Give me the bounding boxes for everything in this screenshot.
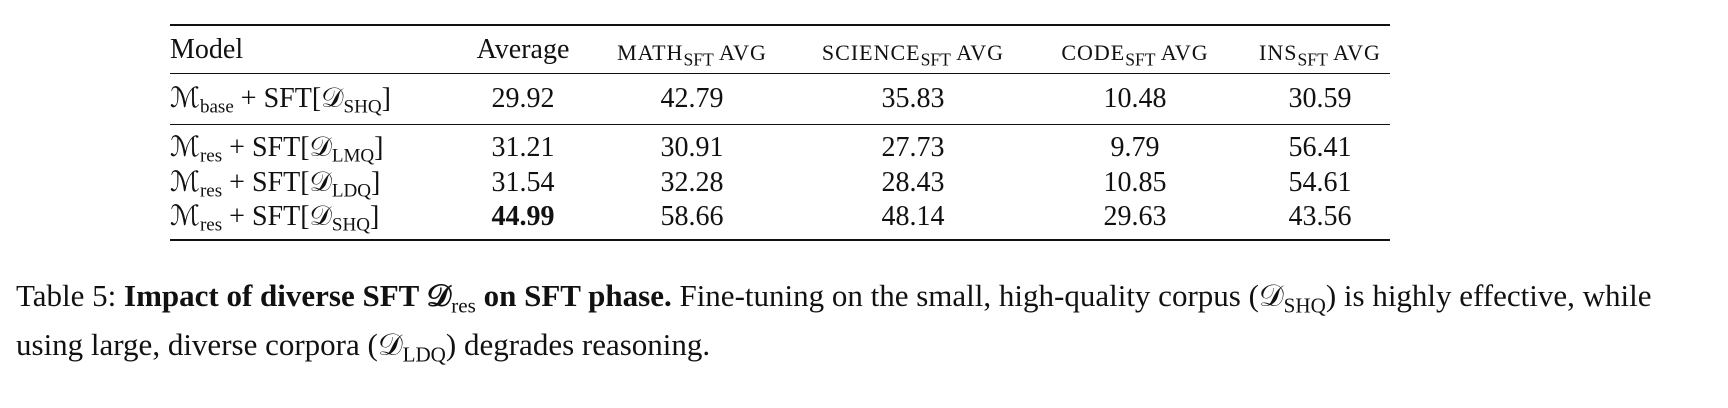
- subscript: LMQ: [331, 145, 375, 167]
- value-cell: 54.61: [1288, 167, 1352, 198]
- text-part: + SFT[𝒟: [222, 201, 332, 232]
- model-cell: ℳres + SFT[𝒟LMQ]: [170, 131, 384, 174]
- subscript: res: [199, 214, 223, 236]
- text-part: INS: [1259, 40, 1298, 65]
- subscript: SHQ: [343, 96, 382, 118]
- value-cell: 30.91: [660, 132, 724, 163]
- header-cell: MATHSFT AVG: [617, 36, 767, 76]
- text-part: Average: [476, 34, 570, 65]
- text-part: AVG: [1327, 40, 1381, 65]
- value-cell: 30.59: [1288, 83, 1352, 114]
- text-part: Model: [170, 34, 244, 65]
- caption-text: Impact of diverse SFT 𝒟: [124, 278, 452, 313]
- caption-text: Table 5:: [16, 278, 125, 313]
- value-cell: 10.48: [1103, 83, 1167, 114]
- header-rule: [170, 73, 1390, 74]
- caption-text: ) is highly effective, while using large…: [16, 278, 1652, 363]
- text-part: + SFT[𝒟: [222, 167, 332, 198]
- caption-subscript: SHQ: [1283, 293, 1326, 318]
- value-cell: 44.99: [491, 201, 555, 232]
- value-cell: 48.14: [881, 201, 945, 232]
- bottom-rule: [170, 239, 1390, 241]
- value-cell: 56.41: [1288, 132, 1352, 163]
- text-part: ]: [374, 132, 384, 163]
- caption-subscript: res: [451, 293, 476, 318]
- subscript: res: [199, 145, 223, 167]
- text-part: ]: [381, 83, 391, 114]
- caption-text: ) degrades reasoning.: [445, 327, 711, 363]
- text-part: ]: [371, 167, 381, 198]
- subscript: LDQ: [331, 180, 371, 202]
- value-cell: 58.66: [660, 201, 724, 232]
- value-cell: 9.79: [1110, 132, 1160, 163]
- text-part: ℳ: [170, 201, 200, 232]
- value-cell: 29.92: [491, 83, 555, 114]
- text-part: + SFT[𝒟: [233, 83, 344, 114]
- text-part: + SFT[𝒟: [222, 132, 332, 163]
- header-cell: SCIENCESFT AVG: [822, 36, 1004, 76]
- subscript: SFT: [683, 49, 714, 70]
- subscript: SFT: [1297, 49, 1328, 70]
- top-rule: [170, 24, 1390, 26]
- header-cell: Average: [477, 33, 570, 67]
- model-cell: ℳbase + SFT[𝒟SHQ]: [170, 82, 391, 125]
- value-cell: 32.28: [660, 167, 724, 198]
- header-cell: Model: [170, 33, 243, 67]
- text-part: ℳ: [170, 167, 200, 198]
- subscript: SFT: [1125, 49, 1156, 70]
- text-part: MATH: [617, 40, 684, 65]
- text-part: AVG: [950, 40, 1005, 65]
- group-rule: [170, 124, 1390, 125]
- caption: Table 5: Impact of diverse SFT 𝒟res on S…: [16, 276, 1716, 375]
- caption-subscript: LDQ: [402, 342, 446, 367]
- text-part: AVG: [1155, 40, 1209, 65]
- text-part: SCIENCE: [821, 40, 921, 65]
- header-cell: INSSFT AVG: [1259, 36, 1381, 76]
- subscript: SFT: [920, 49, 951, 70]
- subscript: res: [199, 180, 223, 202]
- text-part: ]: [369, 201, 380, 232]
- value-cell: 28.43: [881, 167, 945, 198]
- text-part: ℳ: [170, 132, 200, 163]
- value-cell: 35.83: [881, 83, 945, 114]
- value-cell: 10.85: [1103, 167, 1167, 198]
- value-cell: 29.63: [1103, 201, 1167, 232]
- subscript: base: [199, 96, 234, 118]
- caption-text: on SFT phase.: [475, 278, 672, 313]
- value-cell: 43.56: [1288, 201, 1352, 232]
- subscript: SHQ: [331, 214, 370, 236]
- model-cell: ℳres + SFT[𝒟SHQ]: [170, 200, 379, 243]
- caption-text: Fine-tuning on the small, high-quality c…: [671, 278, 1284, 313]
- value-cell: 42.79: [660, 83, 724, 114]
- text-part: AVG: [713, 40, 767, 65]
- value-cell: 27.73: [881, 132, 945, 163]
- value-cell: 31.21: [491, 132, 555, 163]
- text-part: ℳ: [170, 83, 200, 114]
- header-cell: CODESFT AVG: [1061, 36, 1208, 76]
- text-part: CODE: [1061, 40, 1126, 65]
- model-cell: ℳres + SFT[𝒟LDQ]: [170, 166, 380, 209]
- value-cell: 31.54: [491, 167, 555, 198]
